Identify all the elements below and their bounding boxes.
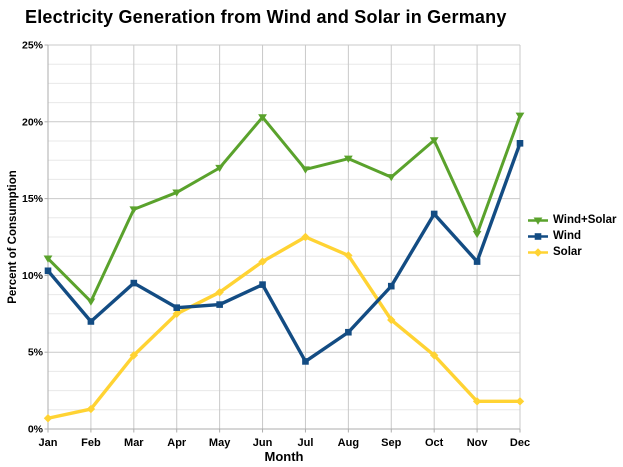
legend-item-wind-solar: Wind+Solar	[527, 212, 616, 228]
legend-triangle-down-icon	[528, 217, 548, 225]
x-tick-label: Oct	[425, 437, 444, 449]
series-wind-solar	[43, 112, 525, 306]
legend: Wind+Solar Wind Solar	[527, 212, 616, 260]
x-tick-label: Dec	[510, 437, 530, 449]
x-tick-label: Aug	[338, 437, 359, 449]
legend-label: Wind	[553, 230, 581, 242]
legend-label: Solar	[553, 246, 582, 258]
legend-item-wind: Wind	[527, 228, 616, 244]
y-tick-label: 10%	[22, 270, 44, 282]
x-tick-label: Jul	[298, 437, 314, 449]
x-tick-label: Nov	[467, 437, 489, 449]
x-tick-label: Mar	[124, 437, 144, 449]
minor-gridlines	[48, 63, 520, 411]
legend-diamond-icon	[528, 247, 548, 257]
series-wind	[44, 140, 524, 365]
axis-lines	[44, 44, 521, 433]
legend-label: Wind+Solar	[553, 214, 617, 226]
y-axis-tick-labels: 0% 5% 10% 15% 20% 25%	[22, 40, 44, 436]
x-axis-title: Month	[264, 449, 304, 464]
y-tick-label: 15%	[22, 193, 44, 205]
x-tick-label: May	[209, 437, 231, 449]
y-tick-label: 25%	[22, 40, 44, 52]
chart-title: Electricity Generation from Wind and Sol…	[25, 7, 507, 27]
series-solar	[43, 232, 525, 423]
y-tick-label: 5%	[28, 347, 44, 359]
x-tick-label: Apr	[167, 437, 187, 449]
y-tick-label: 20%	[22, 116, 44, 128]
vertical-gridlines	[90, 45, 521, 429]
y-tick-label: 0%	[28, 424, 44, 436]
major-gridlines	[48, 44, 520, 353]
legend-square-icon	[528, 232, 548, 240]
x-tick-label: Jun	[253, 437, 273, 449]
x-tick-label: Jan	[39, 437, 58, 449]
x-axis-tick-labels: Jan Feb Mar Apr May Jun Jul Aug Sep Oct Nov Dec	[39, 437, 531, 449]
x-tick-label: Feb	[81, 437, 101, 449]
x-tick-label: Sep	[381, 437, 401, 449]
legend-item-solar: Solar	[527, 244, 616, 260]
